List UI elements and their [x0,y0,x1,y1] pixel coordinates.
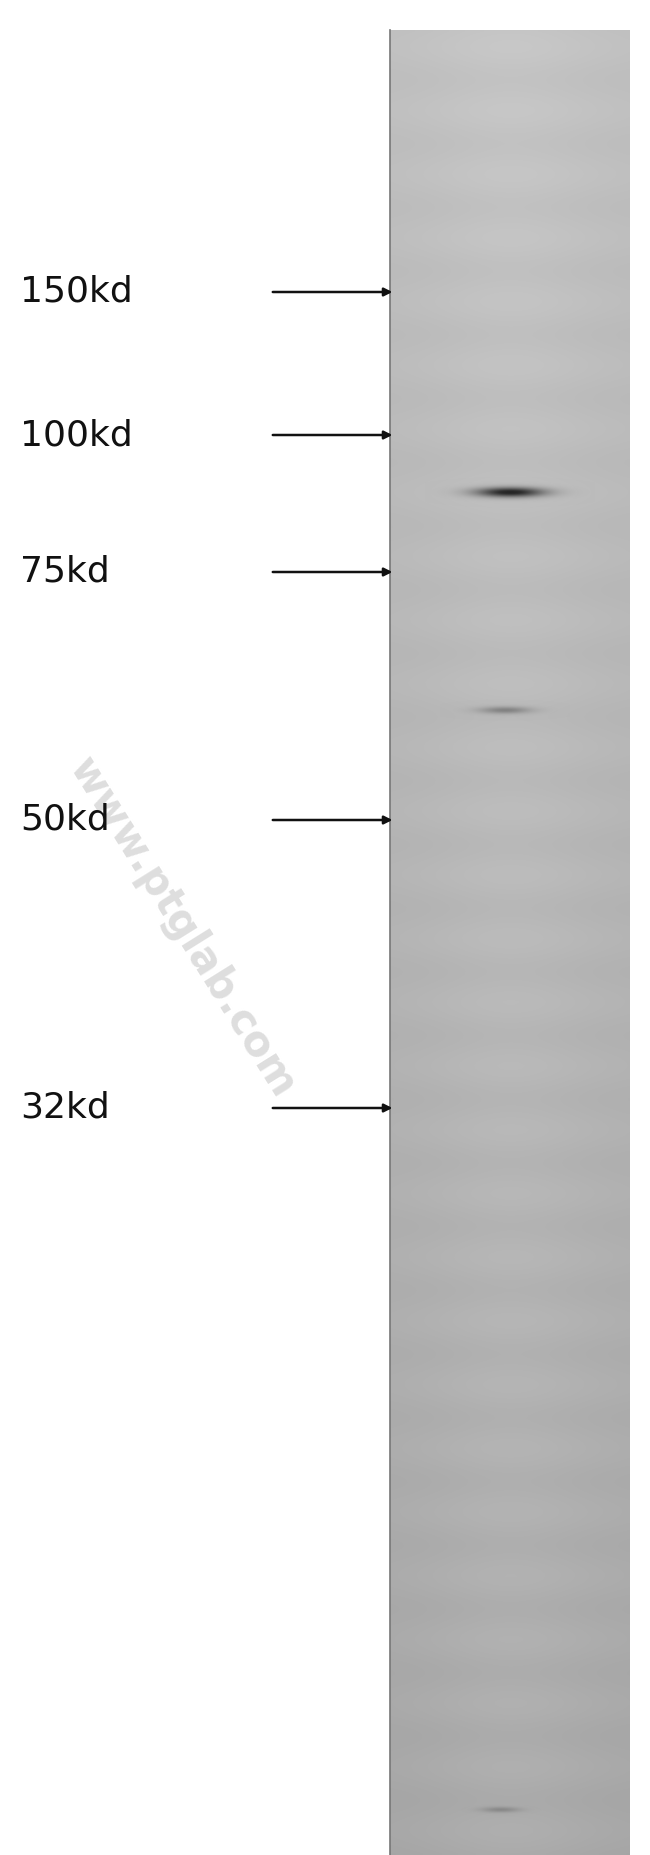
Text: 50kd: 50kd [20,803,110,837]
Text: 32kd: 32kd [20,1091,110,1124]
Text: 150kd: 150kd [20,275,133,310]
Text: 75kd: 75kd [20,555,110,590]
Text: www.ptglab.com: www.ptglab.com [60,749,304,1106]
Text: 100kd: 100kd [20,417,133,453]
